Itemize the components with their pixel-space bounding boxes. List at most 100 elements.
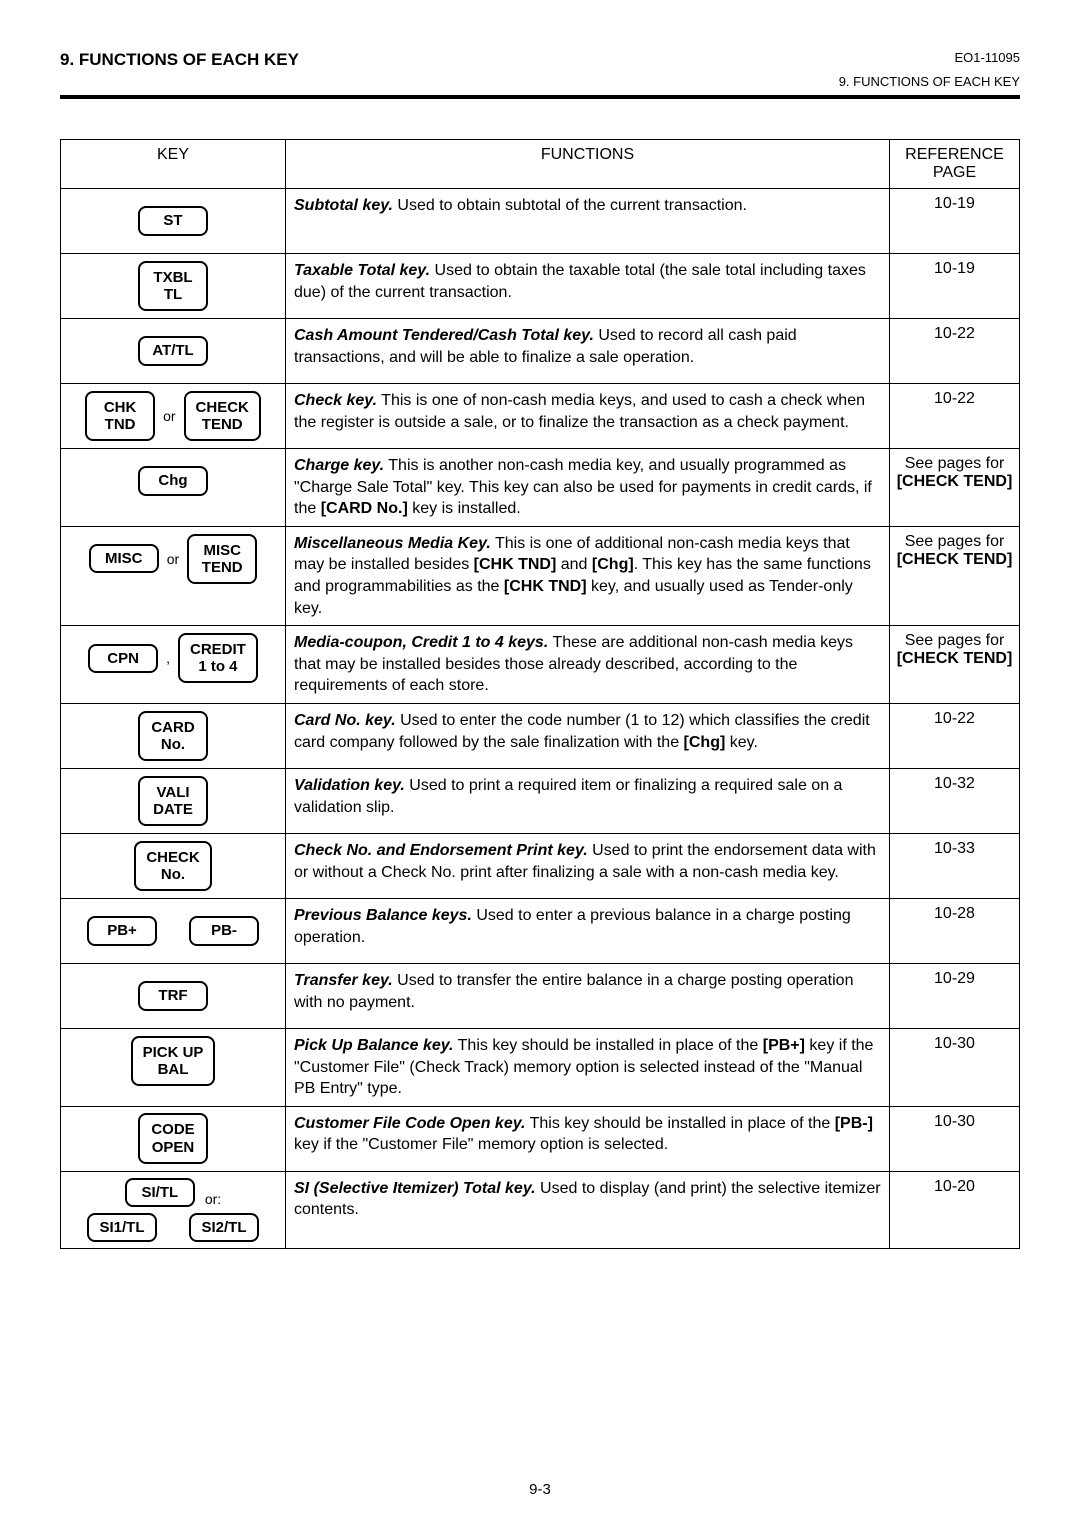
reference-cell: 10-30 (890, 1028, 1020, 1106)
reference-cell: 10-29 (890, 963, 1020, 1028)
function-cell: Previous Balance keys. Used to enter a p… (286, 898, 890, 963)
section-title-right: 9. FUNCTIONS OF EACH KEY (60, 74, 1020, 89)
function-cell: Check key. This is one of non-cash media… (286, 384, 890, 449)
table-row: CODEOPEN Customer File Code Open key. Thi… (61, 1106, 1020, 1171)
key-cell: PB+ PB- (61, 898, 286, 963)
reference-cell: 10-19 (890, 254, 1020, 319)
reference-cell: 10-32 (890, 768, 1020, 833)
key-button: VALIDATE (138, 776, 208, 827)
key-button: AT/TL (138, 336, 208, 365)
function-cell: Pick Up Balance key. This key should be … (286, 1028, 890, 1106)
key-button: ST (138, 206, 208, 235)
key-button: SI2/TL (189, 1213, 259, 1242)
table-row: MISCorMISCTENDMiscellaneous Media Key. T… (61, 526, 1020, 625)
function-cell: Cash Amount Tendered/Cash Total key. Use… (286, 319, 890, 384)
function-cell: Transfer key. Used to transfer the entir… (286, 963, 890, 1028)
key-button: CODEOPEN (138, 1113, 208, 1164)
key-separator: or (161, 408, 177, 424)
function-lead: Pick Up Balance key. (294, 1037, 454, 1054)
key-cell: CODEOPEN (61, 1106, 286, 1171)
reference-cell: 10-33 (890, 833, 1020, 898)
key-cell: CHKTND or CHECKTEND (61, 384, 286, 449)
reference-cell: 10-30 (890, 1106, 1020, 1171)
table-row: Chg Charge key. This is another non-cash … (61, 449, 1020, 527)
key-button: TRF (138, 981, 208, 1010)
key-button: PB- (189, 916, 259, 945)
table-row: SI/TL or: SI1/TL SI2/TL SI (Selective Itemiz… (61, 1171, 1020, 1249)
key-or-label: or: (205, 1191, 221, 1207)
key-cell: SI/TL or: SI1/TL SI2/TL (61, 1171, 286, 1249)
function-lead: Customer File Code Open key. (294, 1115, 525, 1132)
key-cell: CARDNo. (61, 703, 286, 768)
reference-cell: 10-19 (890, 189, 1020, 254)
function-lead: SI (Selective Itemizer) Total key. (294, 1180, 536, 1197)
page-header: 9. FUNCTIONS OF EACH KEY EO1-11095 (60, 50, 1020, 70)
reference-cell: See pages for[CHECK TEND] (890, 626, 1020, 704)
table-row: AT/TL Cash Amount Tendered/Cash Total key… (61, 319, 1020, 384)
key-button: SI/TL (125, 1178, 195, 1207)
function-cell: Subtotal key. Used to obtain subtotal of… (286, 189, 890, 254)
table-row: PB+ PB- Previous Balance keys. Used to ent… (61, 898, 1020, 963)
function-cell: Miscellaneous Media Key. This is one of … (286, 526, 890, 625)
table-row: CARDNo.Card No. key. Used to enter the c… (61, 703, 1020, 768)
function-cell: SI (Selective Itemizer) Total key. Used … (286, 1171, 890, 1249)
reference-cell: 10-22 (890, 319, 1020, 384)
header-rule (60, 95, 1020, 99)
function-cell: Media-coupon, Credit 1 to 4 keys. These … (286, 626, 890, 704)
function-cell: Charge key. This is another non-cash med… (286, 449, 890, 527)
key-separator: , (164, 650, 172, 666)
table-row: CHECKNo. Check No. and Endorsement Print … (61, 833, 1020, 898)
function-lead: Previous Balance keys. (294, 907, 472, 924)
reference-cell: See pages for[CHECK TEND] (890, 526, 1020, 625)
key-cell: VALIDATE (61, 768, 286, 833)
key-button: TXBLTL (138, 261, 208, 312)
function-lead: Miscellaneous Media Key. (294, 535, 491, 552)
function-lead: Check key. (294, 392, 377, 409)
key-button: PB+ (87, 916, 157, 945)
key-cell: TRF (61, 963, 286, 1028)
key-button: SI1/TL (87, 1213, 157, 1242)
col-func: FUNCTIONS (286, 140, 890, 189)
table-row: VALIDATE Validation key. Used to print a … (61, 768, 1020, 833)
key-button: Chg (138, 466, 208, 495)
function-lead: Validation key. (294, 777, 405, 794)
reference-cell: See pages for[CHECK TEND] (890, 449, 1020, 527)
reference-cell: 10-28 (890, 898, 1020, 963)
reference-cell: 10-22 (890, 384, 1020, 449)
key-button: CHECKTEND (184, 391, 261, 442)
function-cell: Validation key. Used to print a required… (286, 768, 890, 833)
key-button: PICK UPBAL (131, 1036, 216, 1087)
function-lead: Transfer key. (294, 972, 393, 989)
key-cell: TXBLTL (61, 254, 286, 319)
function-cell: Taxable Total key. Used to obtain the ta… (286, 254, 890, 319)
key-cell: Chg (61, 449, 286, 527)
page-number: 9-3 (0, 1481, 1080, 1498)
key-button: CHECKNo. (134, 841, 211, 892)
key-separator: or (165, 551, 181, 567)
function-cell: Check No. and Endorsement Print key. Use… (286, 833, 890, 898)
table-row: ST Subtotal key. Used to obtain subtotal … (61, 189, 1020, 254)
function-cell: Card No. key. Used to enter the code num… (286, 703, 890, 768)
key-cell: CHECKNo. (61, 833, 286, 898)
key-button: CPN (88, 644, 158, 673)
table-row: PICK UPBAL Pick Up Balance key. This key … (61, 1028, 1020, 1106)
table-row: CHKTND or CHECKTEND Check key. This is one … (61, 384, 1020, 449)
functions-table: KEY FUNCTIONS REFERENCE PAGE ST Subtotal … (60, 139, 1020, 1249)
key-button: CHKTND (85, 391, 155, 442)
key-cell: PICK UPBAL (61, 1028, 286, 1106)
function-body: This is one of non-cash media keys, and … (294, 392, 865, 431)
col-key: KEY (61, 140, 286, 189)
function-lead: Charge key. (294, 457, 384, 474)
function-lead: Check No. and Endorsement Print key. (294, 842, 588, 859)
function-cell: Customer File Code Open key. This key sh… (286, 1106, 890, 1171)
reference-cell: 10-22 (890, 703, 1020, 768)
table-row: CPN,CREDIT1 to 4Media-coupon, Credit 1 t… (61, 626, 1020, 704)
key-cell: AT/TL (61, 319, 286, 384)
key-cell: MISCorMISCTEND (61, 526, 286, 625)
function-lead: Media-coupon, Credit 1 to 4 keys. (294, 634, 548, 651)
col-ref: REFERENCE PAGE (890, 140, 1020, 189)
key-button: MISCTEND (187, 534, 257, 585)
function-lead: Taxable Total key. (294, 262, 430, 279)
function-lead: Card No. key. (294, 712, 396, 729)
function-lead: Subtotal key. (294, 197, 393, 214)
